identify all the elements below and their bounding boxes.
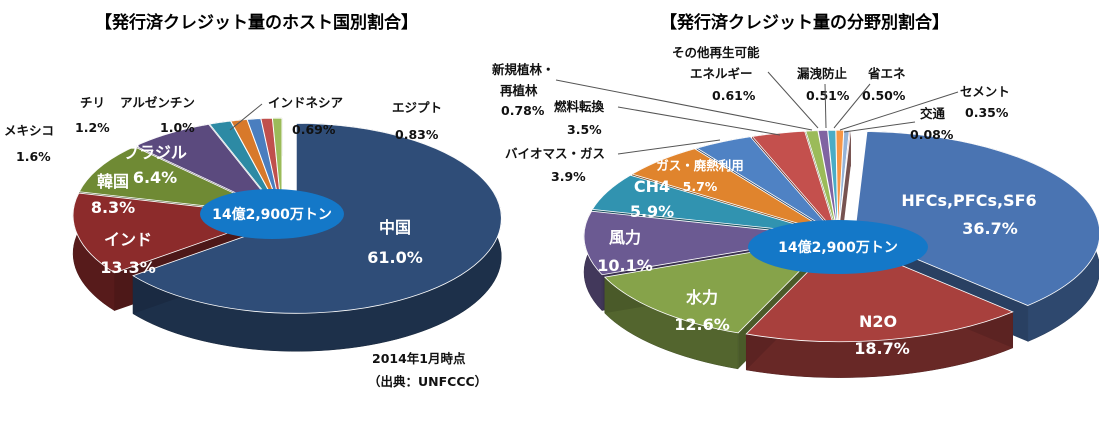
chart2-label-gas: ガス・廃熱利用 [656,158,744,173]
chart2-pct-energy: 0.50% [862,88,906,103]
chart2-leader-afforest [555,79,813,131]
chart2-leader-leak [824,83,827,129]
chart1-title: 【発行済クレジット量のホスト国別割合】 [95,12,418,33]
chart2-leader-fuel [617,106,781,136]
chart2-pct-wind: 10.1% [597,256,653,275]
chart2-label-fuel: 燃料転換 [554,99,605,114]
chart2-slice-3 [583,210,830,276]
chart2-title: 【発行済クレジット量の分野別割合】 [660,12,949,33]
chart2-pct-afforest: 0.78% [501,103,545,118]
chart1-pct-egypt: 0.83% [395,127,439,142]
chart1-label-china: 中国 [379,218,411,237]
chart2-slice-0 [854,131,1099,306]
chart2-pct-biomass: 3.9% [551,169,586,184]
chart2-pct-transport: 0.08% [910,127,954,142]
chart1-label-chile: チリ [80,95,105,110]
chart2-label-renew-2: エネルギー [690,66,753,81]
chart2-slice-4 [591,174,830,235]
chart2-slice-7 [751,130,837,233]
chart2-leader-transport [843,121,916,133]
chart1-label-india: インド [104,230,152,249]
chart2-leader-energy [833,83,871,129]
chart2-label-energy: 省エネ [867,66,906,81]
chart1-center-label: 14億2,900万トン [212,206,332,223]
chart2-label-biomass: バイオマス・ガス [505,146,605,161]
chart2-center-badge [748,220,928,274]
chart2-label-ch4: CH4 [634,177,670,196]
chart2-label-wind: 風力 [609,228,641,247]
chart1-leader-indonesia [229,103,263,131]
chart1-pct-brazil: 6.4% [133,168,177,187]
chart2-center-label: 14億2,900万トン [778,239,898,256]
chart2-pct-ch4: 5.9% [630,202,674,221]
chart2-label-afforest-1: 新規植林・ [492,62,555,77]
chart2-pct-cement: 0.35% [965,105,1009,120]
chart2-pct-renew: 0.61% [712,88,756,103]
chart2-label-cement: セメント [960,84,1010,99]
chart2-label-transport: 交通 [920,106,946,121]
chart2-label-afforest-2: 再植林 [500,83,538,98]
chart1-pct-india: 13.3% [100,258,156,277]
chart2-label-renew-1: その他再生可能 [672,45,760,60]
chart1-label-egypt: エジプト [392,100,442,115]
chart1-pct-argentina: 1.0% [160,120,195,135]
chart2-pct-n2o: 18.7% [854,339,910,358]
chart1-note-source: （出典：UNFCCC） [368,374,487,389]
chart1-pct-china: 61.0% [367,248,423,267]
chart2-pct-leak: 0.51% [806,88,850,103]
chart2-pct-hfc: 36.7% [962,219,1018,238]
chart1-pct-mexico: 1.6% [16,149,51,164]
chart2-pct-gas: 5.7% [683,179,718,194]
chart1-label-korea: 韓国 [97,172,129,191]
chart2-leader-renew [767,71,819,129]
chart2-slice-1 [745,239,1014,343]
chart2-label-hfc: HFCs,PFCs,SF6 [901,191,1036,210]
chart2-pct-hydro: 12.6% [674,315,730,334]
chart2-label-n2o: N2O [859,312,897,331]
chart1-label-indonesia: インドネシア [268,95,343,110]
chart2-leader-cement [839,91,959,131]
chart2-pct-fuel: 3.5% [567,122,602,137]
chart1-pct-chile: 1.2% [75,120,110,135]
chart1-label-brazil: ブラジル [123,143,187,162]
chart1-pct-indonesia: 0.69% [292,122,336,137]
chart1-note-date: 2014年1月時点 [372,351,466,366]
chart1-center-badge [200,189,344,239]
chart2-slice-13 [838,129,852,233]
chart2-label-hydro: 水力 [686,288,718,307]
chart1-label-mexico: メキシコ [4,123,54,138]
chart2-slice-5 [631,148,832,234]
chart2-label-leak: 漏洩防止 [797,66,848,81]
chart1-pct-korea: 8.3% [91,198,135,217]
chart2-slice-6 [695,136,835,234]
chart1-label-argentina: アルゼンチン [120,95,195,110]
chart2-leader-biomass [617,139,721,155]
